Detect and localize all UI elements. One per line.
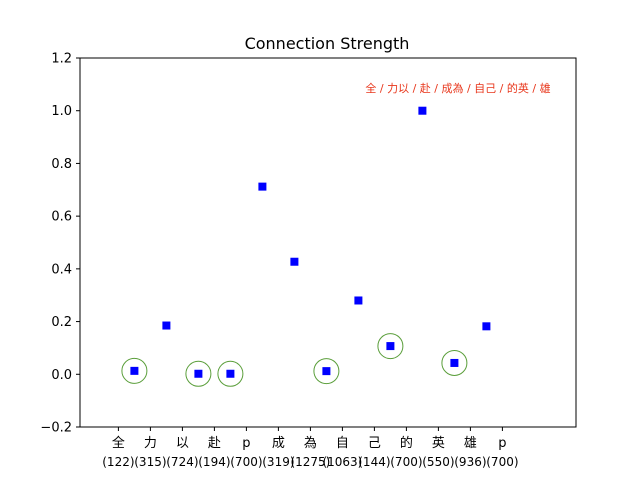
data-point (194, 369, 203, 378)
y-tick-label: 0.0 (51, 368, 72, 383)
data-point (386, 342, 395, 351)
x-category-label: 雄 (464, 436, 477, 451)
highlight-circle (185, 360, 212, 387)
highlight-circle (217, 360, 244, 387)
data-point (322, 367, 331, 376)
x-count-label: (550) (422, 455, 454, 469)
x-category-label: 為 (304, 435, 317, 451)
x-category-label: p (242, 436, 250, 451)
plot-frame (79, 57, 577, 428)
x-count-label: (194) (198, 455, 230, 469)
data-point (130, 366, 139, 375)
highlight-circle (313, 358, 340, 385)
x-category-label: 赴 (208, 436, 221, 451)
chart-title: Connection Strength (245, 34, 410, 53)
x-category-label: 全 (112, 435, 125, 451)
data-point (354, 296, 363, 305)
x-count-label: (319) (262, 455, 294, 469)
x-category-label: 以 (176, 436, 189, 451)
data-point (290, 257, 299, 266)
x-count-label: (122) (102, 455, 134, 469)
data-point (258, 182, 267, 191)
data-point (162, 321, 171, 330)
x-count-label: (315) (134, 455, 166, 469)
x-category-label: 力 (144, 436, 157, 451)
plot-area: −0.2 0.0 0.2 0.4 0.6 0.8 1.0 1.2 全 (122) 力 (315) 以 (7… (40, 52, 577, 469)
highlight-circle (441, 349, 468, 376)
x-count-label: (936) (454, 455, 486, 469)
x-category-label: 的 (400, 435, 413, 451)
data-point (226, 369, 235, 378)
x-count-label: (1063) (322, 455, 362, 469)
x-category-label: p (498, 436, 506, 451)
y-tick-label: 0.2 (51, 315, 72, 330)
x-category-label: 英 (432, 436, 445, 451)
data-point (482, 322, 491, 331)
x-count-label: (724) (166, 455, 198, 469)
x-count-label: (700) (486, 455, 518, 469)
x-count-label: (700) (230, 455, 262, 469)
y-tick-label: 0.6 (51, 210, 72, 225)
chart-annotation: 全 / 力以 / 赴 / 成為 / 自己 / 的英 / 雄 (365, 81, 550, 95)
x-category-label: 己 (368, 436, 381, 451)
highlight-circle (377, 333, 404, 360)
y-tick-label: 0.4 (51, 262, 72, 277)
data-point (450, 358, 459, 367)
data-point (418, 106, 427, 115)
y-tick-label: 0.8 (51, 157, 72, 172)
x-count-label: (144) (358, 455, 390, 469)
x-category-label: 自 (336, 436, 349, 451)
highlight-circle (121, 357, 148, 384)
y-tick-label: 1.0 (51, 104, 72, 119)
x-category-label: 成 (272, 436, 285, 451)
x-count-label: (700) (390, 455, 422, 469)
y-tick-label: 1.2 (51, 52, 72, 67)
y-tick-label: −0.2 (40, 421, 72, 436)
x-count-label: (1275) (290, 455, 330, 469)
